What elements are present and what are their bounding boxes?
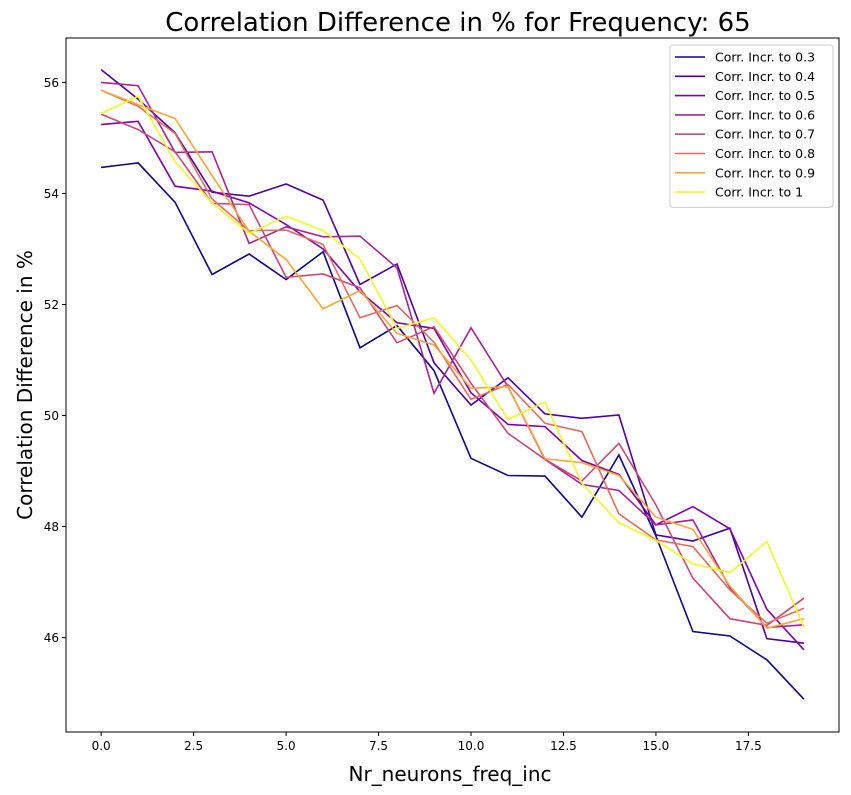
legend-label: Corr. Incr. to 0.8 xyxy=(715,146,815,161)
x-tick-label: 12.5 xyxy=(550,739,577,753)
x-tick-label: 7.5 xyxy=(369,739,388,753)
legend-label: Corr. Incr. to 0.5 xyxy=(715,88,815,103)
plot-frame xyxy=(65,37,840,733)
series-line-1 xyxy=(101,162,805,700)
x-tick-label: 5.0 xyxy=(277,739,296,753)
y-tick-label: 54 xyxy=(44,187,59,201)
y-tick-label: 50 xyxy=(44,409,59,423)
x-tick-label: 2.5 xyxy=(184,739,203,753)
plot-lines xyxy=(100,68,805,700)
legend-label: Corr. Incr. to 0.7 xyxy=(715,127,815,142)
series-line-7 xyxy=(100,89,805,630)
x-tick-label: 17.5 xyxy=(735,739,762,753)
legend-label: Corr. Incr. to 0.9 xyxy=(715,165,815,180)
series-line-6 xyxy=(100,89,805,625)
x-tick-label: 0.0 xyxy=(92,739,111,753)
chart-title: Correlation Difference in % for Frequenc… xyxy=(165,8,750,38)
legend-label: Corr. Incr. to 0.3 xyxy=(715,50,815,65)
y-axis-label: Correlation Difference in % xyxy=(13,250,37,520)
y-axis-ticks: 46 48 50 52 54 56 xyxy=(44,76,66,645)
legend-label: Corr. Incr. to 0.6 xyxy=(715,107,815,122)
legend: Corr. Incr. to 0.3 Corr. Incr. to 0.4 Corr… xyxy=(669,44,834,208)
y-tick-label: 46 xyxy=(44,631,59,645)
y-tick-label: 56 xyxy=(44,76,59,90)
series-line-4 xyxy=(101,81,804,629)
series-line-8 xyxy=(100,95,805,628)
legend-box xyxy=(669,44,834,208)
y-tick-label: 48 xyxy=(44,520,59,534)
x-axis-ticks: 0.0 2.5 5.0 7.5 10.0 12.5 15.0 17.5 xyxy=(92,732,762,753)
x-axis-label: Nr_neurons_freq_inc xyxy=(348,762,551,786)
x-tick-label: 15.0 xyxy=(643,739,670,753)
x-tick-label: 10.0 xyxy=(458,739,485,753)
y-tick-label: 52 xyxy=(44,298,59,312)
legend-label: Corr. Incr. to 1 xyxy=(715,185,803,200)
legend-label: Corr. Incr. to 0.4 xyxy=(715,69,815,84)
